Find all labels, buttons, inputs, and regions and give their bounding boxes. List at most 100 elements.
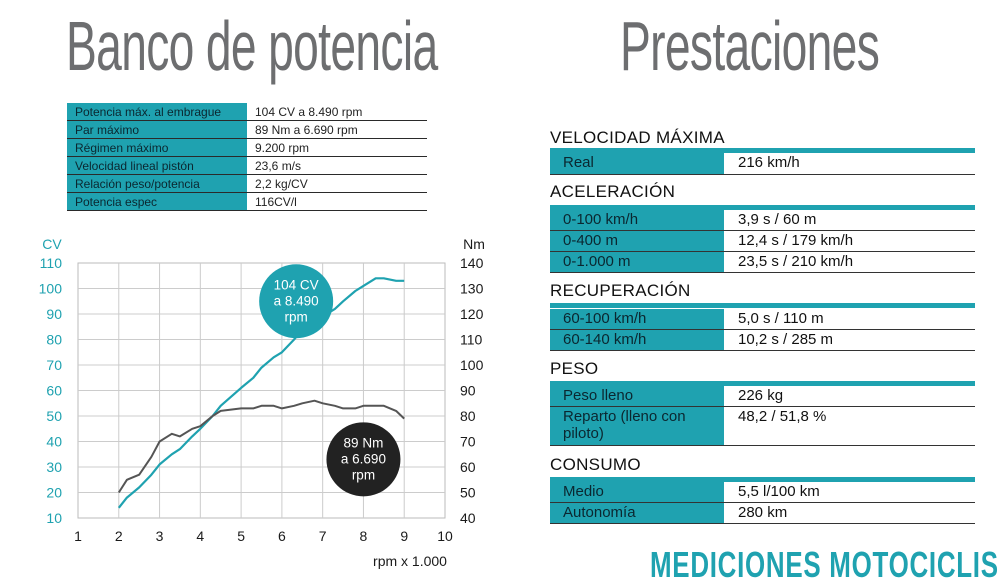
y-left-tick-label: 30 bbox=[46, 459, 62, 475]
chart-ticks: 1 2 3 4 5 6 7 8 9 10 10 20 30 40 50 60 70 80 90 100 110 40 50 6… bbox=[39, 255, 484, 544]
dyno-title: Banco de potencia bbox=[66, 7, 438, 85]
y-left-tick-label: 60 bbox=[46, 383, 62, 399]
spec-value: 89 Nm a 6.690 rpm bbox=[247, 120, 427, 139]
row-label: 0-400 m bbox=[550, 231, 724, 251]
badge-text: rpm bbox=[285, 309, 308, 324]
y-right-tick-label: 60 bbox=[460, 459, 476, 475]
y-right-tick-label: 70 bbox=[460, 434, 476, 450]
section-bar bbox=[550, 205, 975, 210]
row-value: 216 km/h bbox=[738, 154, 800, 171]
row-value: 5,0 s / 110 m bbox=[738, 310, 824, 327]
section-title-velocidad: VELOCIDAD MÁXIMA bbox=[550, 128, 725, 147]
list-item: 60-140 km/h 10,2 s / 285 m bbox=[550, 330, 975, 351]
section-bar bbox=[550, 303, 975, 308]
y-right-tick-label: 50 bbox=[460, 485, 476, 501]
spec-label: Relación peso/potencia bbox=[67, 174, 247, 193]
x-axis-label: rpm x 1.000 bbox=[373, 553, 447, 569]
x-tick-label: 6 bbox=[278, 528, 286, 544]
y-left-tick-label: 40 bbox=[46, 434, 62, 450]
y-right-tick-label: 140 bbox=[460, 255, 484, 271]
power-curve bbox=[117, 277, 405, 509]
torque-curve bbox=[117, 399, 405, 494]
x-tick-label: 8 bbox=[360, 528, 368, 544]
x-tick-label: 5 bbox=[237, 528, 245, 544]
spec-label: Régimen máximo bbox=[67, 138, 247, 157]
row-label: 0-1.000 m bbox=[550, 252, 724, 272]
spec-label: Velocidad lineal pistón bbox=[67, 156, 247, 175]
spec-value: 2,2 kg/CV bbox=[247, 174, 427, 193]
table-row: Velocidad lineal pistón 23,6 m/s bbox=[67, 156, 427, 175]
performance-title: Prestaciones bbox=[620, 7, 880, 85]
list-item: 0-400 m 12,4 s / 179 km/h bbox=[550, 231, 975, 252]
list-item: Medio 5,5 l/100 km bbox=[550, 482, 975, 503]
y-right-tick-label: 120 bbox=[460, 306, 484, 322]
x-tick-label: 7 bbox=[319, 528, 327, 544]
row-label: Real bbox=[550, 153, 724, 174]
y-right-tick-label: 130 bbox=[460, 281, 484, 297]
x-tick-label: 9 bbox=[400, 528, 408, 544]
section-title-recuperacion: RECUPERACIÓN bbox=[550, 281, 691, 300]
y-left-tick-label: 90 bbox=[46, 306, 62, 322]
y-left-tick-label: 100 bbox=[39, 281, 63, 297]
dyno-chart: CV Nm rpm x 1.000 1 2 3 4 5 6 7 8 9 10 10 20 30 40 50 6… bbox=[39, 236, 485, 569]
spec-value: 9.200 rpm bbox=[247, 138, 427, 157]
spec-value: 104 CV a 8.490 rpm bbox=[247, 103, 427, 121]
row-label: Medio bbox=[550, 482, 724, 502]
section-title-aceleracion: ACELERACIÓN bbox=[550, 182, 676, 201]
section-title-peso: PESO bbox=[550, 359, 599, 378]
row-label: 60-140 km/h bbox=[550, 330, 724, 350]
badge-text: a 6.690 bbox=[341, 451, 386, 466]
spec-label: Par máximo bbox=[67, 120, 247, 139]
y-right-tick-label: 40 bbox=[460, 510, 476, 526]
section-title-consumo: CONSUMO bbox=[550, 455, 641, 474]
table-row: Par máximo 89 Nm a 6.690 rpm bbox=[67, 120, 427, 139]
y-right-tick-label: 110 bbox=[460, 332, 483, 348]
dyno-spec-table: Potencia máx. al embrague 104 CV a 8.490 … bbox=[67, 103, 427, 211]
row-label: 60-100 km/h bbox=[550, 309, 724, 329]
section-bar bbox=[550, 148, 975, 153]
y-left-axis-label: CV bbox=[42, 236, 62, 252]
row-value: 48,2 / 51,8 % bbox=[738, 408, 827, 425]
x-tick-label: 1 bbox=[74, 528, 82, 544]
x-tick-label: 10 bbox=[437, 528, 453, 544]
badge-text: 89 Nm bbox=[344, 435, 384, 450]
y-left-tick-label: 80 bbox=[46, 332, 62, 348]
spec-value: 23,6 m/s bbox=[247, 156, 427, 175]
list-item: Reparto (lleno con piloto) 48,2 / 51,8 % bbox=[550, 407, 975, 446]
list-item: 60-100 km/h 5,0 s / 110 m bbox=[550, 309, 975, 330]
table-row: Régimen máximo 9.200 rpm bbox=[67, 138, 427, 157]
row-value: 10,2 s / 285 m bbox=[738, 331, 834, 348]
x-tick-label: 3 bbox=[156, 528, 164, 544]
list-item: 0-100 km/h 3,9 s / 60 m bbox=[550, 210, 975, 231]
row-value: 3,9 s / 60 m bbox=[738, 211, 817, 228]
row-label: Peso lleno bbox=[550, 386, 724, 406]
spec-value: 116CV/l bbox=[247, 192, 427, 211]
chart-series bbox=[117, 277, 405, 509]
table-row: Potencia máx. al embrague 104 CV a 8.490 … bbox=[67, 103, 427, 121]
spec-label: Potencia máx. al embrague bbox=[67, 103, 247, 121]
row-value: 12,4 s / 179 km/h bbox=[738, 232, 854, 249]
y-left-tick-label: 10 bbox=[46, 510, 62, 526]
row-value: 280 km bbox=[738, 504, 788, 521]
brand-watermark: MEDICIONES MOTOCICLISMO bbox=[650, 544, 1000, 585]
y-right-axis-label: Nm bbox=[463, 236, 485, 252]
y-left-tick-label: 110 bbox=[40, 255, 63, 271]
badge-circle bbox=[259, 264, 334, 339]
y-right-tick-label: 90 bbox=[460, 383, 476, 399]
list-item: 0-1.000 m 23,5 s / 210 km/h bbox=[550, 252, 975, 273]
badge-text: 104 CV bbox=[274, 277, 319, 292]
spec-label: Potencia espec bbox=[67, 192, 247, 211]
badge-text: a 8.490 bbox=[274, 293, 319, 308]
section-bar bbox=[550, 381, 975, 386]
row-label: Reparto (lleno con piloto) bbox=[550, 407, 724, 445]
list-item: Autonomía 280 km bbox=[550, 503, 975, 524]
section-bar bbox=[550, 477, 975, 482]
row-value: 226 kg bbox=[738, 387, 784, 404]
badge-text: rpm bbox=[352, 467, 375, 482]
y-right-tick-label: 100 bbox=[460, 357, 484, 373]
row-label: 0-100 km/h bbox=[550, 210, 724, 230]
x-tick-label: 2 bbox=[115, 528, 123, 544]
